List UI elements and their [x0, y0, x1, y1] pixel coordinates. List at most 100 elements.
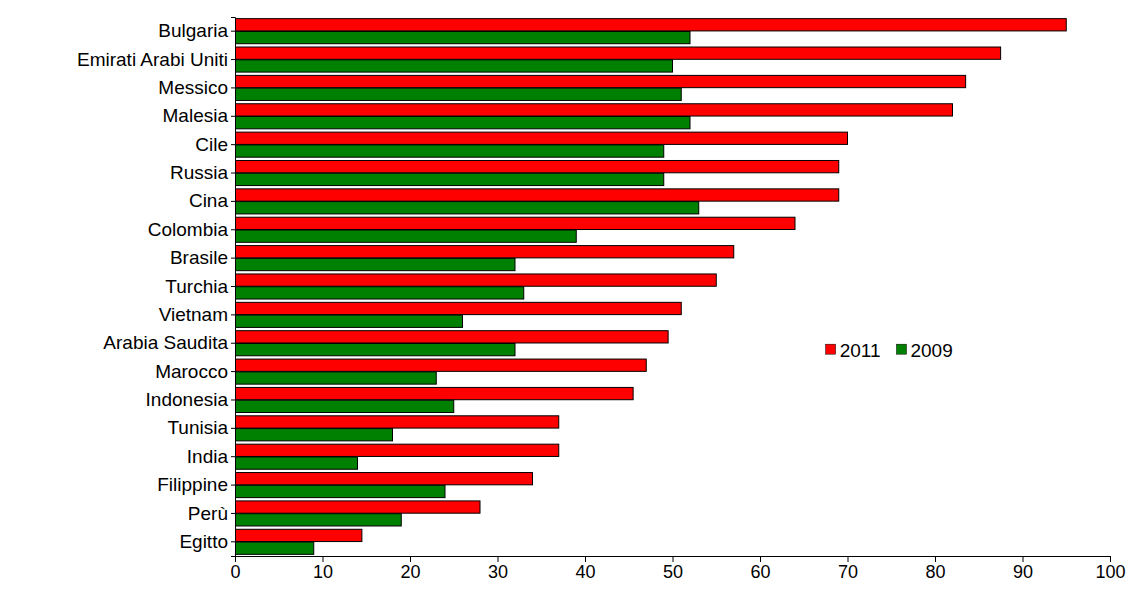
y-tick: Marocco — [155, 361, 235, 382]
legend-item: 2011 — [826, 340, 881, 361]
y-tick-mark — [231, 286, 235, 287]
x-tick-label: 60 — [750, 562, 770, 582]
bar — [235, 19, 1066, 31]
y-tick: Cina — [189, 190, 235, 211]
y-tick-label: Colombia — [148, 219, 229, 240]
bar — [235, 160, 839, 172]
y-tick-label: Perù — [188, 503, 228, 524]
y-tick-label: Vietnam — [159, 304, 228, 325]
x-tick-label: 100 — [1095, 562, 1125, 582]
y-tick-mark — [231, 485, 235, 486]
bars — [235, 19, 1066, 555]
y-tick-mark — [231, 201, 235, 202]
bar — [235, 132, 848, 144]
legend-swatch — [826, 344, 836, 354]
y-tick-label: Malesia — [163, 105, 229, 126]
y-tick-label: Tunisia — [167, 417, 228, 438]
bar — [235, 542, 314, 554]
y-tick: Emirati Arabi Uniti — [77, 49, 235, 70]
x-tick-label: 50 — [663, 562, 683, 582]
bar — [235, 485, 445, 497]
y-tick-mark — [231, 456, 235, 457]
y-tick: Brasile — [170, 247, 235, 268]
bar — [235, 387, 633, 399]
y-tick-mark — [231, 87, 235, 88]
chart: 0 10 20 30 40 50 60 70 80 90 100 BulgariaEmirati Ar… — [0, 0, 1141, 605]
bar — [235, 88, 681, 100]
x-tick-label: 90 — [1013, 562, 1033, 582]
bar — [235, 501, 480, 513]
x-tick-label: 80 — [925, 562, 945, 582]
bar — [235, 230, 576, 242]
y-tick: Cile — [195, 134, 235, 155]
bar — [235, 400, 454, 412]
y-tick-label: Egitto — [179, 531, 228, 552]
y-tick-mark — [231, 173, 235, 174]
bar — [235, 117, 690, 129]
y-tick-mark — [231, 513, 235, 514]
y-tick-mark — [231, 258, 235, 259]
y-tick: Filippine — [157, 474, 235, 495]
series — [235, 19, 1066, 542]
bar — [235, 331, 668, 343]
y-tick-label: India — [187, 446, 229, 467]
x-tick: 30 — [488, 556, 508, 582]
x-tick: 50 — [663, 556, 683, 582]
legend: 2011 2009 — [826, 340, 953, 361]
x-tick-label: 20 — [400, 562, 420, 582]
bar — [235, 444, 559, 456]
x-axis: 0 10 20 30 40 50 60 70 80 90 100 — [230, 556, 1125, 582]
bar — [235, 173, 664, 185]
bar — [235, 189, 839, 201]
y-tick-mark — [231, 399, 235, 400]
bar — [235, 529, 362, 541]
y-tick-label: Cile — [195, 134, 228, 155]
y-tick-mark — [231, 371, 235, 372]
legend-item: 2009 — [896, 340, 952, 361]
x-tick: 100 — [1095, 556, 1125, 582]
x-tick: 0 — [230, 556, 240, 582]
y-tick-label: Russia — [170, 162, 229, 183]
bar — [235, 31, 690, 43]
bar — [235, 274, 716, 286]
y-tick-label: Filippine — [157, 474, 228, 495]
y-tick-mark — [231, 59, 235, 60]
x-tick-label: 0 — [230, 562, 240, 582]
bar — [235, 246, 734, 258]
y-tick: Arabia Saudita — [103, 332, 235, 353]
y-tick: Turchia — [165, 276, 235, 297]
bar — [235, 75, 966, 87]
y-tick: Colombia — [148, 219, 235, 240]
bar — [235, 145, 664, 157]
bar — [235, 343, 515, 355]
y-tick-label: Emirati Arabi Uniti — [77, 49, 228, 70]
bar — [235, 315, 463, 327]
y-axis-line — [231, 18, 236, 557]
y-tick: Indonesia — [146, 389, 235, 410]
bar — [235, 60, 673, 72]
bar — [235, 416, 559, 428]
bar — [235, 359, 646, 371]
series — [235, 31, 699, 554]
x-tick-label: 30 — [488, 562, 508, 582]
x-tick-label: 40 — [575, 562, 595, 582]
y-tick: Vietnam — [159, 304, 235, 325]
y-tick-mark — [231, 541, 235, 542]
x-tick: 10 — [313, 556, 333, 582]
y-tick: India — [187, 446, 235, 467]
x-tick: 40 — [575, 556, 595, 582]
y-tick-label: Indonesia — [146, 389, 229, 410]
y-tick-label: Brasile — [170, 247, 228, 268]
x-tick: 60 — [750, 556, 770, 582]
y-tick-mark — [231, 314, 235, 315]
x-tick-label: 10 — [313, 562, 333, 582]
x-tick-label: 70 — [838, 562, 858, 582]
bar — [235, 217, 795, 229]
y-tick: Malesia — [163, 105, 235, 126]
legend-label: 2009 — [910, 340, 952, 361]
y-tick: Perù — [188, 503, 235, 524]
y-axis: BulgariaEmirati Arabi UnitiMessicoMalesi… — [77, 18, 236, 557]
x-tick: 80 — [925, 556, 945, 582]
bar — [235, 302, 681, 314]
y-tick-label: Marocco — [155, 361, 228, 382]
